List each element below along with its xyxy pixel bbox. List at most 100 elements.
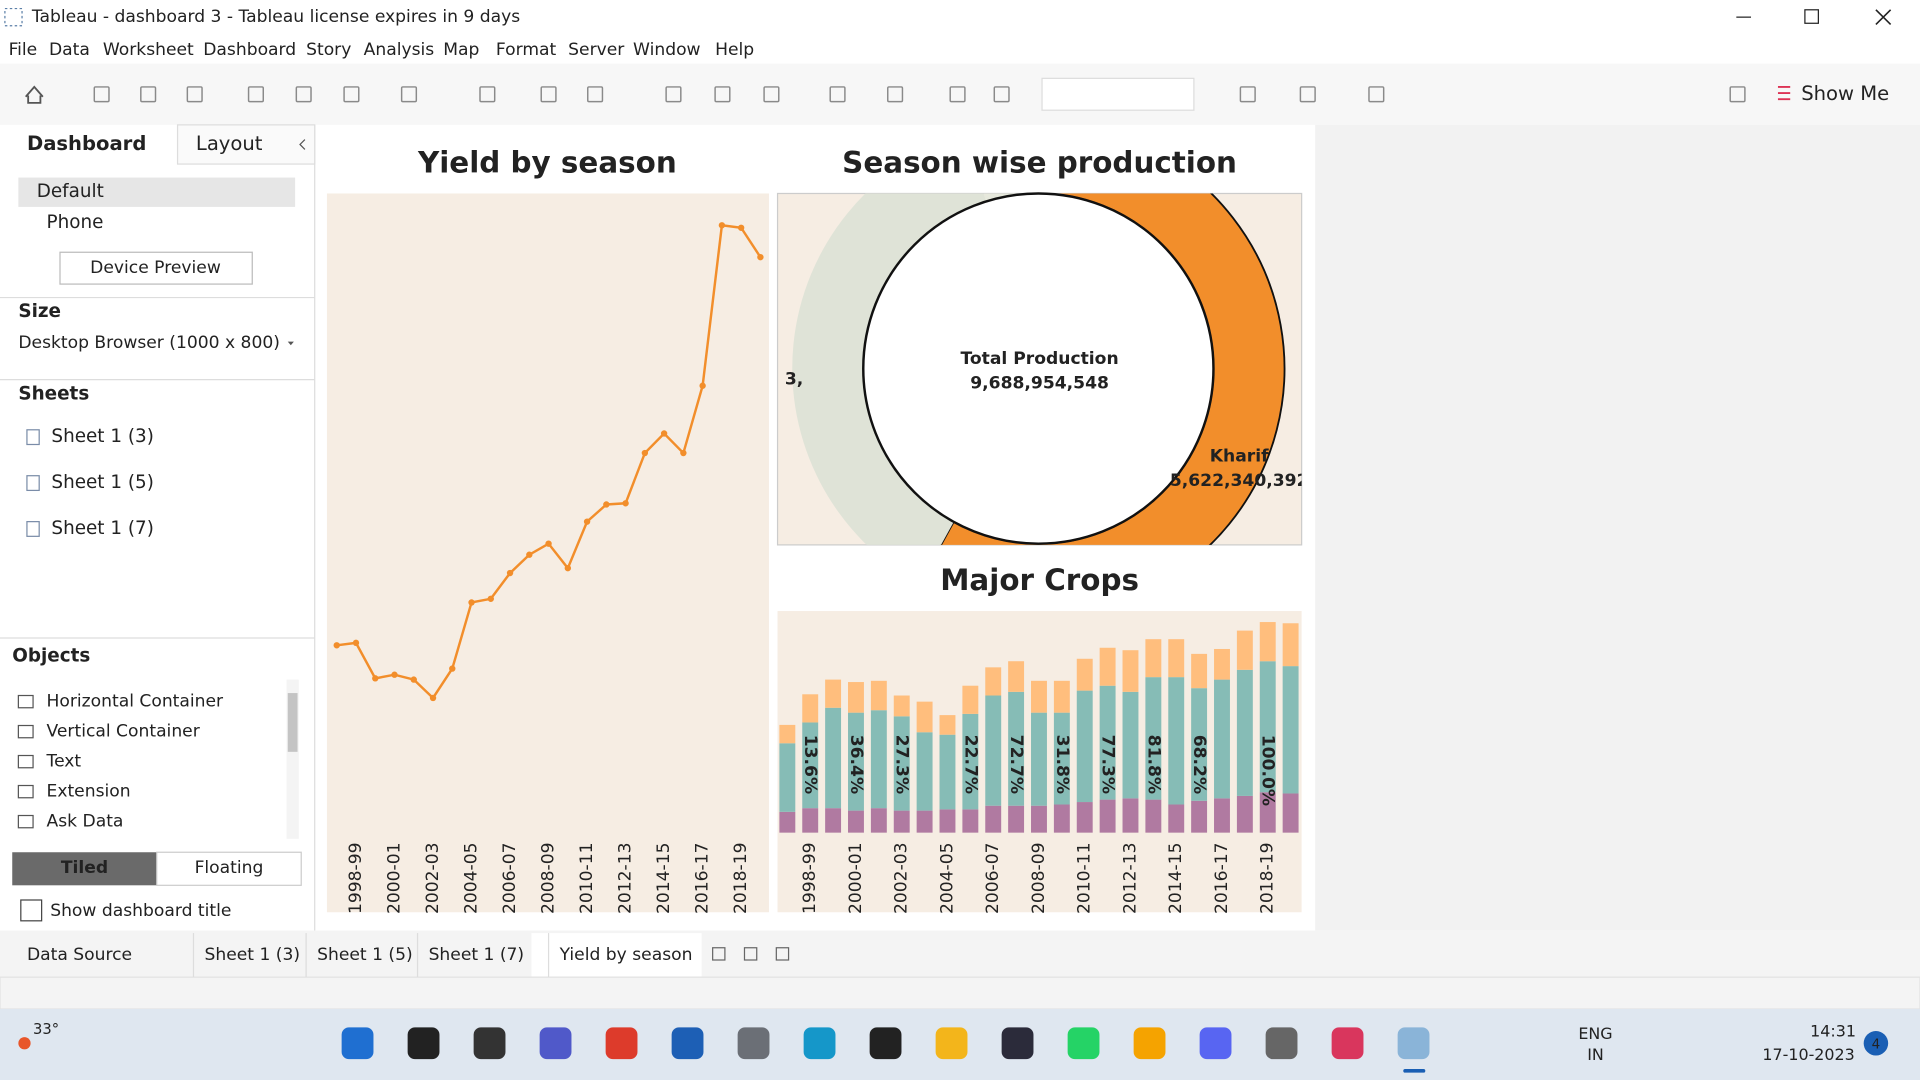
language[interactable]: IN bbox=[1587, 1045, 1604, 1064]
toolbar-icon[interactable] bbox=[1299, 86, 1316, 103]
taskbar-app[interactable] bbox=[605, 1027, 638, 1060]
new-sheet-icon[interactable] bbox=[712, 947, 726, 961]
sidebar-tab[interactable]: Dashboard bbox=[27, 132, 146, 155]
taskbar-app[interactable] bbox=[473, 1027, 506, 1060]
toolbar-icon[interactable] bbox=[186, 86, 203, 103]
device-preview[interactable]: Device Preview bbox=[90, 258, 221, 278]
toolbar-icon[interactable] bbox=[949, 86, 966, 103]
sheet-item[interactable]: Sheet 1 (5) bbox=[51, 472, 153, 493]
toolbar-icon[interactable] bbox=[1368, 86, 1385, 103]
default-highlight[interactable] bbox=[18, 177, 296, 207]
menu-item[interactable]: Worksheet bbox=[103, 40, 194, 60]
object-item[interactable]: Vertical Container bbox=[47, 722, 201, 742]
menu-item[interactable]: Map bbox=[443, 40, 479, 60]
toolbar-icon[interactable] bbox=[1239, 86, 1256, 103]
menu-item[interactable]: Server bbox=[568, 40, 625, 60]
toolbar-icon[interactable] bbox=[479, 86, 496, 103]
object-item[interactable]: Ask Data bbox=[47, 812, 124, 832]
badge-count[interactable]: 4 bbox=[1872, 1037, 1881, 1052]
taskbar-app[interactable] bbox=[1265, 1027, 1298, 1060]
toolbar-icon[interactable] bbox=[829, 86, 846, 103]
toolbar-icon[interactable] bbox=[763, 86, 780, 103]
menu-item[interactable]: Format bbox=[496, 40, 557, 60]
toolbar-icon[interactable] bbox=[714, 86, 731, 103]
object-item[interactable]: Horizontal Container bbox=[47, 692, 225, 712]
sheet-icon[interactable] bbox=[26, 521, 40, 537]
active-tab[interactable] bbox=[531, 933, 702, 978]
show-me[interactable]: Show Me bbox=[1801, 82, 1889, 105]
menu-item[interactable]: Data bbox=[49, 40, 90, 60]
toolbar-icon[interactable] bbox=[540, 86, 557, 103]
object-icon[interactable] bbox=[17, 694, 34, 709]
device-option[interactable]: Default bbox=[37, 181, 104, 202]
collapse-icon[interactable] bbox=[299, 139, 306, 150]
object-icon[interactable] bbox=[17, 724, 34, 739]
toolbar-icon[interactable] bbox=[587, 86, 604, 103]
clock-date[interactable]: 17-10-2023 bbox=[1762, 1045, 1854, 1064]
taskbar-app[interactable] bbox=[1067, 1027, 1100, 1060]
taskbar-app[interactable] bbox=[1133, 1027, 1166, 1060]
home-icon[interactable] bbox=[25, 85, 44, 104]
toolbar-dropdown[interactable] bbox=[1041, 77, 1195, 111]
taskbar-app[interactable] bbox=[1199, 1027, 1232, 1060]
sheet-icon[interactable] bbox=[26, 429, 40, 446]
toolbar-icon[interactable] bbox=[295, 86, 312, 103]
size-value[interactable]: Desktop Browser (1000 x 800) bbox=[18, 333, 280, 353]
taskbar-app[interactable] bbox=[935, 1027, 968, 1060]
object-item[interactable]: Text bbox=[46, 752, 82, 772]
object-icon[interactable] bbox=[17, 754, 34, 769]
menu-item[interactable]: Dashboard bbox=[203, 40, 296, 60]
tiled-button[interactable] bbox=[12, 852, 157, 886]
taskbar-app[interactable] bbox=[803, 1027, 836, 1060]
taskbar-app[interactable] bbox=[539, 1027, 572, 1060]
show-title-label[interactable]: Show dashboard title bbox=[50, 901, 231, 921]
taskbar-app[interactable] bbox=[341, 1027, 374, 1060]
toolbar-icon[interactable] bbox=[400, 86, 418, 103]
menu-item[interactable]: Analysis bbox=[364, 40, 435, 60]
sheet-tab[interactable]: Sheet 1 (5) bbox=[317, 945, 413, 965]
clock-time[interactable]: 14:31 bbox=[1810, 1022, 1856, 1041]
toolbar-icon[interactable] bbox=[140, 86, 157, 103]
menu-item[interactable]: Window bbox=[633, 40, 701, 60]
sheet-tab[interactable]: Data Source bbox=[27, 945, 132, 965]
layout-tab-bg[interactable] bbox=[176, 124, 316, 165]
sheet-tab[interactable]: Sheet 1 (7) bbox=[429, 945, 525, 965]
menu-item[interactable]: Story bbox=[306, 40, 351, 60]
new-sheet-icon[interactable] bbox=[775, 947, 790, 961]
sheet-item[interactable]: Sheet 1 (3) bbox=[51, 426, 153, 447]
sheet-tab[interactable]: Sheet 1 (3) bbox=[204, 945, 300, 965]
checkbox[interactable] bbox=[20, 899, 43, 922]
dropdown-caret[interactable] bbox=[287, 341, 294, 346]
close-button[interactable] bbox=[1875, 9, 1892, 26]
toolbar-icon[interactable] bbox=[247, 86, 264, 103]
taskbar-app[interactable] bbox=[737, 1027, 770, 1060]
sheet-tab[interactable]: Yield by season bbox=[559, 945, 693, 965]
menu-item[interactable]: Help bbox=[715, 40, 754, 60]
layout-mode[interactable]: Tiled bbox=[61, 858, 108, 878]
toolbar-icon[interactable] bbox=[93, 86, 110, 103]
object-icon[interactable] bbox=[17, 784, 34, 799]
floating-button[interactable] bbox=[156, 851, 302, 886]
toolbar-icon[interactable] bbox=[993, 86, 1010, 103]
restore-button[interactable] bbox=[1804, 9, 1819, 24]
new-sheet-icon[interactable] bbox=[743, 947, 758, 961]
toolbar-icon[interactable] bbox=[1729, 86, 1746, 103]
taskbar-app[interactable] bbox=[869, 1027, 902, 1060]
toolbar-icon[interactable] bbox=[343, 86, 360, 103]
device-option[interactable]: Phone bbox=[47, 212, 104, 233]
menu-item[interactable]: File bbox=[9, 40, 38, 60]
device-preview-button[interactable] bbox=[59, 251, 253, 285]
sidebar-tab[interactable]: Layout bbox=[196, 132, 263, 155]
sheet-item[interactable]: Sheet 1 (7) bbox=[51, 518, 153, 539]
taskbar-app[interactable] bbox=[1331, 1027, 1364, 1060]
toolbar-icon[interactable] bbox=[665, 86, 682, 103]
taskbar-app[interactable] bbox=[1001, 1027, 1034, 1060]
taskbar-app[interactable] bbox=[671, 1027, 704, 1060]
language[interactable]: ENG bbox=[1578, 1024, 1612, 1043]
notification-badge[interactable] bbox=[1863, 1031, 1889, 1056]
scrollbar-thumb[interactable] bbox=[287, 693, 298, 752]
object-item[interactable]: Extension bbox=[47, 782, 131, 802]
toolbar-icon[interactable] bbox=[887, 86, 904, 103]
taskbar-app[interactable] bbox=[1397, 1027, 1430, 1060]
object-icon[interactable] bbox=[17, 814, 34, 829]
